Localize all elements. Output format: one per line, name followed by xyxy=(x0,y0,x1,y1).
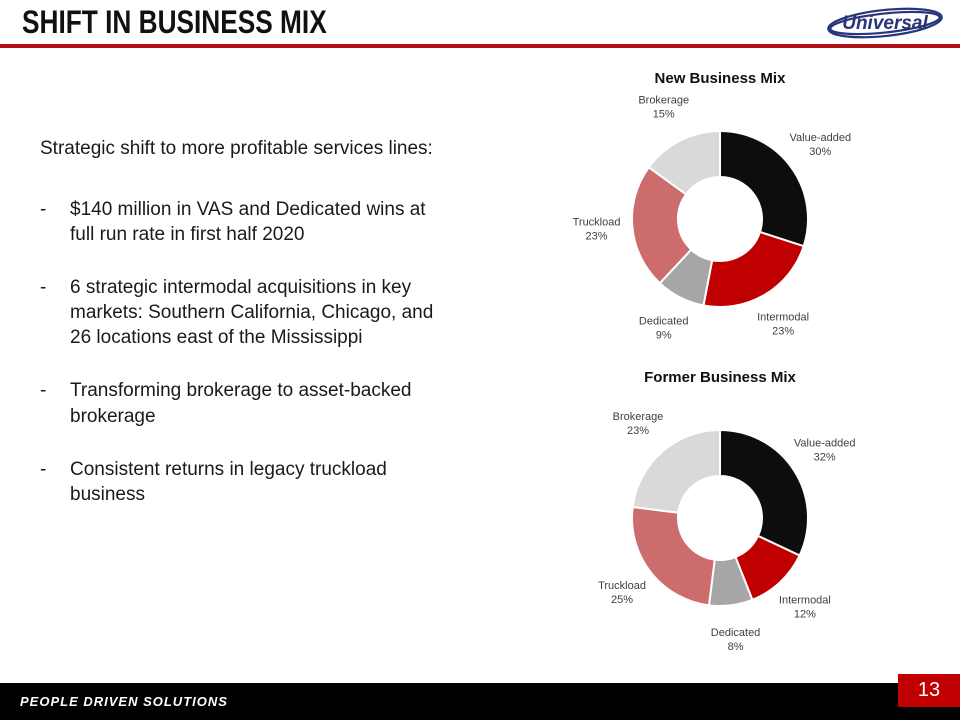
donut-slice-truckload xyxy=(631,166,693,285)
slice-label: Intermodal xyxy=(779,594,831,606)
body-text: Strategic shift to more profitable servi… xyxy=(40,136,470,535)
bullet-item: - 6 strategic intermodal acquisitions in … xyxy=(40,275,470,350)
chart-title-former: Former Business Mix xyxy=(644,369,796,386)
bullet-dash: - xyxy=(40,458,47,480)
bullet-text: $140 million in VAS and Dedicated wins a… xyxy=(70,199,426,246)
universal-logo: Universal xyxy=(824,2,946,49)
slice-label: 8% xyxy=(728,641,744,653)
slice-label: 25% xyxy=(611,594,633,606)
donut-slice-intermodal xyxy=(702,230,805,308)
bullet-item: - $140 million in VAS and Dedicated wins … xyxy=(40,197,470,247)
slice-label: 23% xyxy=(586,231,608,243)
bullet-text: 6 strategic intermodal acquisitions in k… xyxy=(70,277,434,349)
bullet-text: Consistent returns in legacy truckload b… xyxy=(70,458,387,505)
bullet-dash: - xyxy=(40,199,47,221)
page-number-box: 13 xyxy=(898,674,960,707)
slice-label: Brokerage xyxy=(638,95,689,107)
donut-slice-truckload xyxy=(631,505,716,607)
bullet-list: - $140 million in VAS and Dedicated wins … xyxy=(40,197,470,507)
slice-label: Value-added xyxy=(790,132,852,144)
chart-title-new: New Business Mix xyxy=(654,70,786,87)
bullet-dash: - xyxy=(40,380,47,402)
red-divider xyxy=(0,44,960,48)
slice-label: Value-added xyxy=(794,438,856,450)
donut-chart-former: Value-added 32% Intermodal 12% Dedicated 8% Tr… xyxy=(598,411,856,653)
slice-label: 9% xyxy=(656,329,672,341)
page-title: SHIFT IN BUSINESS MIX xyxy=(22,4,327,40)
bullet-item: - Consistent returns in legacy truckload … xyxy=(40,457,470,507)
logo-text: Universal xyxy=(842,13,928,34)
slice-label: 23% xyxy=(627,425,649,437)
slice-label: Dedicated xyxy=(711,627,761,639)
slice-label: 12% xyxy=(794,608,816,620)
donut-slice-value-added xyxy=(719,429,809,557)
slice-label: 30% xyxy=(809,146,831,158)
slice-label: Intermodal xyxy=(757,312,809,324)
universal-logo-graphic: Universal xyxy=(827,7,943,39)
footer-tagline: PEOPLE DRIVEN SOLUTIONS xyxy=(20,694,228,709)
bullet-text: Transforming brokerage to asset-backed b… xyxy=(70,380,412,427)
slice-label: Truckload xyxy=(573,217,621,229)
donut-slice-brokerage xyxy=(631,429,721,514)
bullet-item: - Transforming brokerage to asset-backed … xyxy=(40,378,470,428)
slice-label: 32% xyxy=(814,452,836,464)
footer-bar: PEOPLE DRIVEN SOLUTIONS xyxy=(0,683,960,720)
slice-label: Truckload xyxy=(598,580,646,592)
slice-label: 15% xyxy=(653,109,675,121)
donut-chart-new: Value-added 30% Intermodal 23% Dedicated 9% Tr… xyxy=(573,95,852,342)
chart-new-business-mix: New Business Mix Value-added 30% Intermoda… xyxy=(540,70,900,359)
chart-former-business-mix: Former Business Mix Value-added 32% Interm… xyxy=(540,369,900,658)
intro-text: Strategic shift to more profitable servi… xyxy=(40,138,433,159)
slice-label: Brokerage xyxy=(613,411,664,423)
bullet-dash: - xyxy=(40,277,47,299)
slice-label: Dedicated xyxy=(639,315,689,327)
donut-slice-brokerage xyxy=(647,130,721,196)
slice-label: 23% xyxy=(772,326,794,338)
page-number: 13 xyxy=(917,679,941,701)
charts-column: New Business Mix Value-added 30% Intermoda… xyxy=(540,70,900,658)
donut-slice-value-added xyxy=(719,130,809,248)
